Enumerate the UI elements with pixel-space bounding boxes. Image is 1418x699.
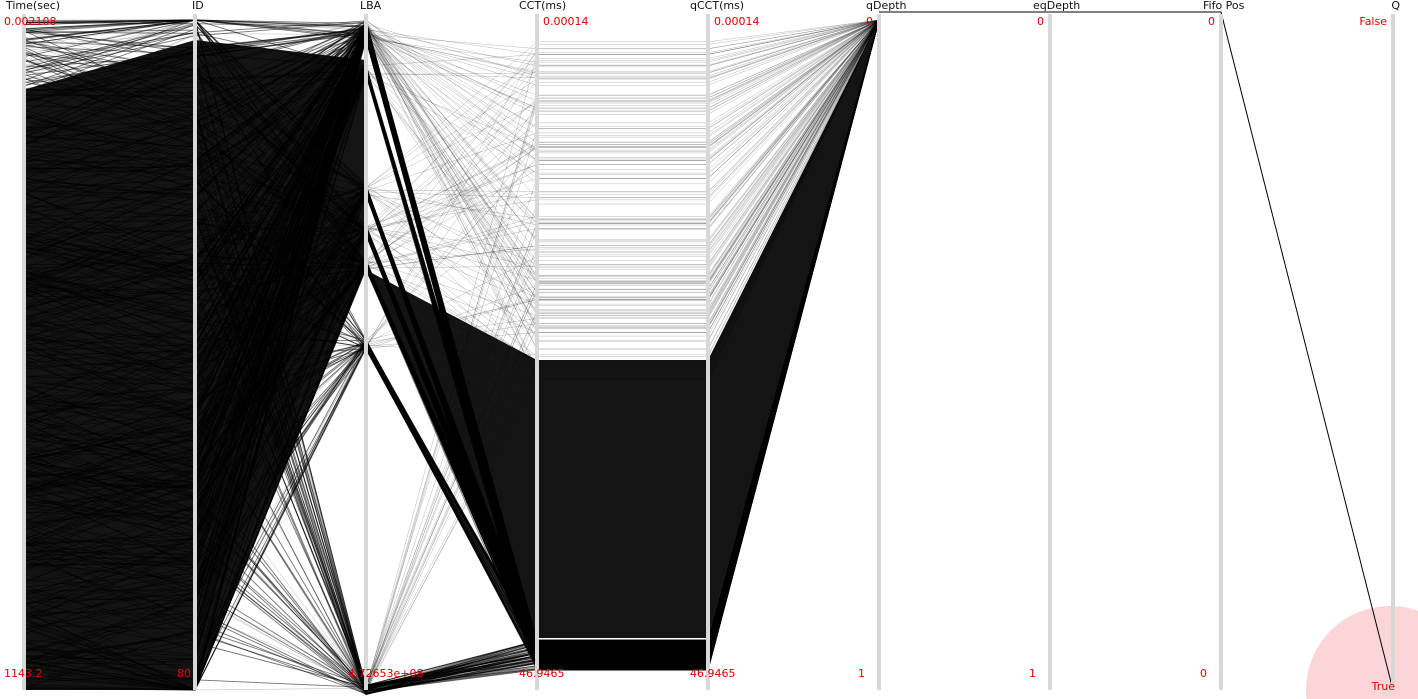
- axis-name: LBA: [360, 0, 382, 12]
- axis-bar[interactable]: [535, 14, 539, 690]
- axis-bar[interactable]: [193, 14, 197, 690]
- axis-top-value: 0: [1037, 15, 1044, 28]
- axis-name: Q: [1391, 0, 1400, 12]
- axis-bottom-value: 1143.2: [4, 667, 43, 680]
- selection-highlight: [1306, 606, 1418, 699]
- q-polyline: [879, 11, 1394, 691]
- axis-top-value: 0.00014: [543, 15, 589, 28]
- data-polyline: [23, 19, 880, 277]
- axis-name: qCCT(ms): [690, 0, 744, 12]
- data-polyline: [23, 19, 880, 188]
- axis-top-value: 0: [866, 15, 873, 28]
- axis-bottom-value: 0: [1200, 667, 1207, 680]
- label-group: Time(sec) 0.002108 1143.2 ID 80 LBA 4.72653e+0…: [4, 0, 1400, 693]
- axis-bar[interactable]: [364, 14, 368, 690]
- data-polyline: [23, 19, 880, 270]
- axis-bottom-value: 46.9465: [690, 667, 736, 680]
- polyline-group: [23, 11, 1394, 696]
- axis-bar[interactable]: [1391, 14, 1395, 690]
- axis-name: ID: [192, 0, 204, 12]
- axis-bar[interactable]: [1048, 14, 1052, 690]
- density-region-right: [366, 20, 879, 638]
- axis-top-value: 0: [1208, 15, 1215, 28]
- axis-top-value: False: [1359, 15, 1387, 28]
- data-polyline: [23, 19, 880, 151]
- axis-bottom-value: 1: [1029, 667, 1036, 680]
- axis-name: eqDepth: [1033, 0, 1080, 12]
- axis-name: qDepth: [866, 0, 907, 12]
- data-polyline: [23, 19, 880, 49]
- axis-bottom-value: 46.9465: [519, 667, 565, 680]
- axis-bar[interactable]: [706, 14, 710, 690]
- axis-bottom-value: 80: [177, 667, 191, 680]
- axis-bottom-value: 4.72653e+08: [348, 667, 423, 680]
- axis-top-value: 0.00014: [714, 15, 760, 28]
- data-polyline: [23, 19, 880, 253]
- axis-name: Fifo Pos: [1203, 0, 1245, 12]
- axis-bar[interactable]: [22, 14, 26, 690]
- axis-name: Time(sec): [5, 0, 60, 12]
- axis-bar[interactable]: [877, 14, 881, 690]
- axis-name: CCT(ms): [519, 0, 566, 12]
- data-polyline: [23, 19, 880, 310]
- axis-bottom-value: 1: [858, 667, 865, 680]
- axis-bar[interactable]: [1219, 14, 1223, 690]
- data-polyline: [23, 19, 880, 66]
- axis-group: [22, 14, 1395, 690]
- axis-bottom-value: True: [1371, 680, 1396, 693]
- axis-top-value: 0.002108: [4, 15, 57, 28]
